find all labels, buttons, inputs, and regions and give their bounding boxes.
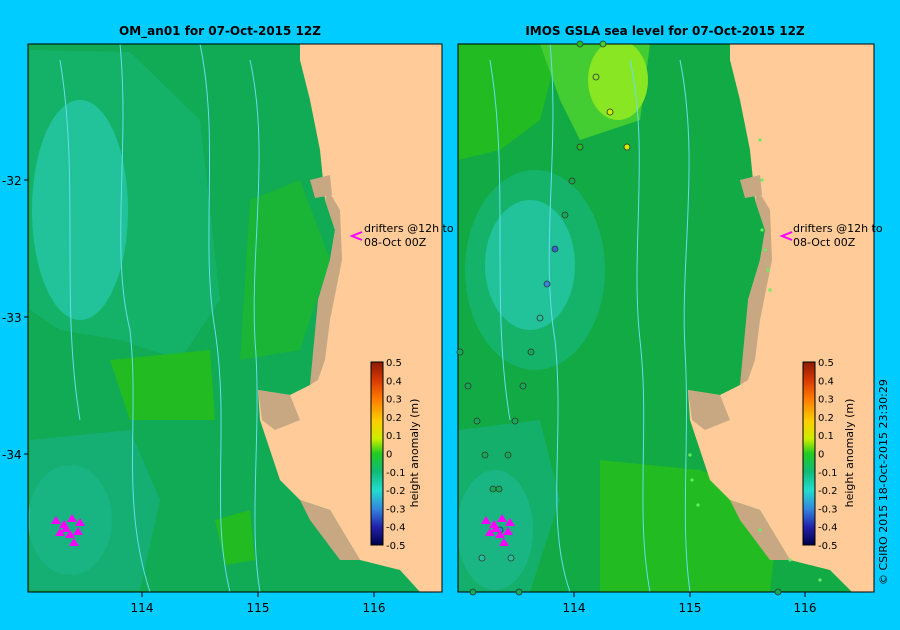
- left-colorbar: 0.5 0.4 0.3 0.2 0.1 0 -0.1 -0.2 -0.3 -0.4 -0.5 hei…: [370, 358, 421, 552]
- colorbar-tick-label: -0.1: [386, 468, 406, 479]
- colorbar-tick-label: 0.3: [818, 395, 834, 406]
- drifters-label-line1: drifters @12h to: [793, 222, 883, 235]
- lat-tick-label: -32: [2, 174, 22, 188]
- left-panel: OM_an01 for 07-Oct-2015 12Z: [27, 24, 454, 593]
- lon-axis-right: 114 115 116: [563, 592, 817, 615]
- colorbar-tick-label: 0.4: [818, 376, 834, 387]
- colorbar-tick-label: -0.5: [386, 541, 406, 552]
- colorbar-tick-label: -0.2: [386, 486, 406, 497]
- coastal-obs-points: [688, 138, 822, 582]
- colorbar-tick-label: -0.3: [386, 504, 406, 515]
- colorbar-tick-label: 0.2: [386, 413, 402, 424]
- colorbar-tick-label: -0.3: [818, 504, 838, 515]
- drifter-cluster: [51, 514, 85, 546]
- colorbar-tick-label: 0.5: [386, 358, 402, 369]
- colorbar-tick-label: -0.5: [818, 541, 838, 552]
- right-panel: IMOS GSLA sea level for 07-Oct-2015 12Z: [456, 24, 883, 596]
- left-map: [28, 44, 442, 592]
- drifters-label-line2: 08-Oct 00Z: [793, 236, 856, 249]
- right-colorbar: 0.5 0.4 0.3 0.2 0.1 0 -0.1 -0.2 -0.3 -0.4 -0.5 hei…: [802, 358, 856, 552]
- lon-tick-label: 115: [247, 601, 270, 615]
- colorbar-tick-label: 0.4: [386, 376, 402, 387]
- right-panel-title: IMOS GSLA sea level for 07-Oct-2015 12Z: [525, 24, 805, 38]
- colorbar-tick-label: -0.4: [386, 523, 406, 534]
- lat-axis: -32 -33 -34: [2, 174, 28, 462]
- colorbar-tick-label: 0: [386, 450, 392, 461]
- lon-tick-label: 116: [363, 601, 386, 615]
- left-colorbar-label: height anomaly (m): [408, 399, 421, 508]
- lon-tick-label: 116: [794, 601, 817, 615]
- drifters-label-line1: drifters @12h to: [364, 222, 454, 235]
- obs-points: [456, 40, 782, 596]
- drifter-marker: [349, 231, 363, 241]
- lon-tick-label: 115: [679, 601, 702, 615]
- drifter-marker: [779, 231, 793, 241]
- lat-tick-label: -33: [2, 311, 22, 325]
- colorbar-tick-label: 0.1: [818, 431, 834, 442]
- lon-axis-left: 114 115 116: [131, 592, 386, 615]
- drifters-label-line2: 08-Oct 00Z: [364, 236, 427, 249]
- lon-tick-label: 114: [131, 601, 154, 615]
- colorbar-tick-label: 0.3: [386, 395, 402, 406]
- left-panel-title: OM_an01 for 07-Oct-2015 12Z: [119, 24, 321, 39]
- colorbar-tick-label: 0.1: [386, 431, 402, 442]
- colorbar-tick-label: -0.4: [818, 523, 838, 534]
- colorbar-tick-label: 0: [818, 450, 824, 461]
- colorbar-tick-label: -0.1: [818, 468, 838, 479]
- credit-text: © CSIRO 2015 18-Oct-2015 23:30:29: [877, 379, 890, 585]
- colorbar-tick-label: 0.5: [818, 358, 834, 369]
- right-colorbar-label: height anomaly (m): [843, 399, 856, 508]
- lon-tick-label: 114: [563, 601, 586, 615]
- colorbar-tick-label: 0.2: [818, 413, 834, 424]
- drifter-cluster: [481, 514, 515, 546]
- colorbar-tick-label: -0.2: [818, 486, 838, 497]
- lat-tick-label: -34: [2, 448, 22, 462]
